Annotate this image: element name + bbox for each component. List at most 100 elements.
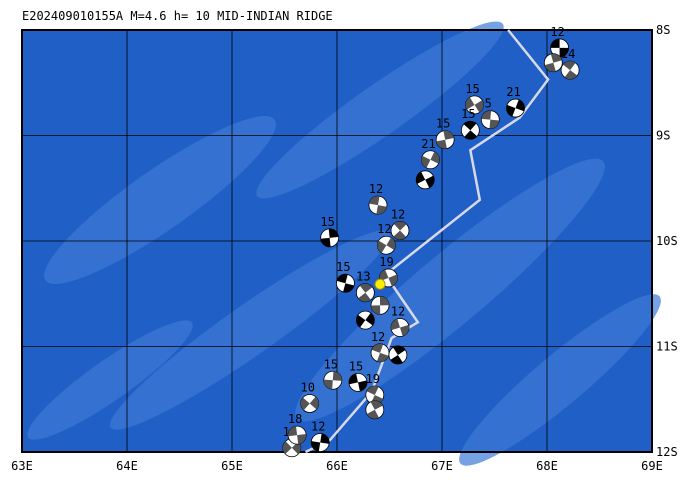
focal-mechanism [323,370,343,390]
compression-quadrant [369,196,380,206]
focal-mechanism [560,60,580,80]
compression-quadrant [328,228,339,238]
compression-quadrant [376,352,389,362]
compression-quadrant [379,296,390,306]
compression-quadrant [391,318,400,331]
depth-label: 19 [366,372,380,386]
y-tick-label: 11S [656,340,678,354]
x-tick-label: 68E [536,459,558,473]
compression-quadrant [564,70,578,80]
x-tick-label: 67E [431,459,453,473]
compression-quadrant [463,121,477,131]
focal-mechanism [390,318,410,337]
compression-quadrant [370,400,383,410]
compression-quadrant [550,38,560,48]
compression-quadrant [379,269,389,282]
x-tick-label: 63E [11,459,33,473]
focal-mechanism [355,283,375,303]
depth-label: 12 [550,25,564,39]
compression-quadrant [465,97,475,110]
depth-label: 5 [485,97,492,111]
focal-mechanism [480,110,500,130]
compression-quadrant [358,292,371,302]
depth-label: 12 [391,305,405,319]
compression-quadrant [297,434,307,445]
y-tick-label: 12S [656,445,678,459]
depth-label: 21 [421,137,435,151]
compression-quadrant [425,175,435,188]
compression-quadrant [544,62,556,72]
depth-label: 10 [300,380,314,394]
compression-quadrant [386,237,396,250]
depth-label: 18 [288,412,302,426]
focal-mechanism [300,394,320,413]
compression-quadrant [464,130,478,140]
compression-quadrant [309,396,319,410]
compression-quadrant [358,380,367,392]
compression-quadrant [430,151,440,164]
compression-quadrant [371,343,384,353]
depth-label: 21 [506,85,520,99]
frame [21,29,653,453]
compression-quadrant [506,104,516,117]
y-tick-label: 9S [656,129,670,143]
depth-label: 15 [436,117,450,131]
focal-mechanism [390,221,410,240]
compression-quadrant [390,354,403,364]
compression-quadrant [400,324,409,337]
compression-quadrant [377,240,387,253]
compression-quadrant [323,379,333,390]
depth-label: 12 [369,182,383,196]
depth-label: 19 [379,255,393,269]
depth-label: 15 [336,260,350,274]
compression-quadrant [343,283,355,293]
x-tick-label: 66E [326,459,348,473]
focal-mechanism [376,235,396,255]
compression-quadrant [366,409,380,419]
compression-quadrant [336,274,348,284]
compression-quadrant [371,305,381,315]
compression-quadrant [366,386,379,396]
focal-mechanism [310,433,330,452]
focal-mechanism [287,425,307,445]
compression-quadrant [421,155,431,168]
y-tick-label: 8S [656,23,670,37]
compression-quadrant [376,205,387,215]
compression-quadrant [356,314,366,328]
focal-mechanism [370,343,390,363]
depth-label: 14 [561,47,575,61]
compression-quadrant [559,47,569,57]
compression-quadrant [550,53,562,63]
depth-label: 12 [377,222,391,236]
focal-mechanism [355,310,375,330]
compression-quadrant [332,371,342,381]
compression-quadrant [349,373,358,385]
depth-label: 15 [461,107,475,121]
depth-label: 12 [391,207,405,221]
compression-quadrant [481,110,492,120]
focal-mechanism [379,268,398,288]
focal-mechanism [365,400,385,420]
compression-quadrant [515,99,525,112]
focal-mechanism [388,345,408,365]
x-tick-label: 65E [221,459,243,473]
focal-mechanism [465,95,484,115]
compression-quadrant [291,441,301,455]
focal-mechanism [335,273,355,293]
compression-quadrant [388,274,398,287]
compression-quadrant [393,221,407,231]
compression-quadrant [416,171,426,184]
focal-mechanism [370,295,390,315]
focal-mechanism [320,228,340,248]
depth-label: 12 [311,420,325,434]
focal-mechanism [421,150,440,170]
compression-quadrant [392,345,406,355]
depth-label: 15 [320,215,334,229]
compression-quadrant [282,441,292,455]
compression-quadrant [474,100,484,113]
focal-mechanism [543,53,563,73]
focal-mechanism [368,195,388,215]
compression-quadrant [443,130,454,140]
compression-quadrant [288,426,298,437]
